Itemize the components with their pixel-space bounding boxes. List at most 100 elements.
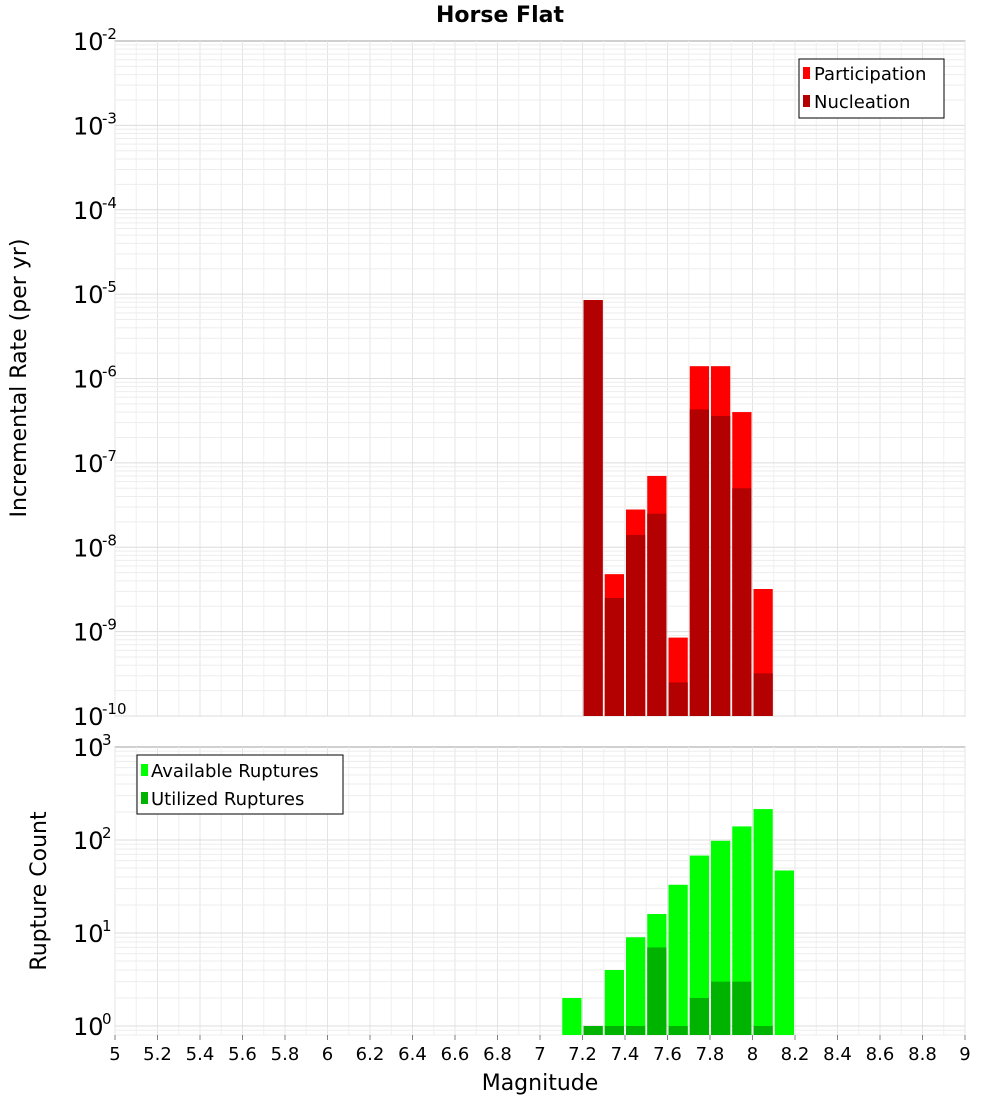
- bottom-bar-series2: [604, 1025, 624, 1035]
- top-bar-series2: [711, 415, 731, 716]
- top-bar-series2: [689, 409, 709, 716]
- y-tick-base: 10: [73, 1013, 104, 1041]
- y-tick-base: 10: [73, 366, 104, 394]
- x-tick-label: 7.4: [611, 1044, 640, 1065]
- legend-label-participation: Participation: [814, 64, 926, 85]
- y-tick-base: 10: [73, 534, 104, 562]
- top-y-ticks: 10-210-310-410-510-610-710-810-910-10: [73, 25, 127, 731]
- y-tick-exponent: -4: [102, 194, 117, 212]
- y-tick-exponent: -6: [102, 363, 117, 381]
- y-tick-exponent: 3: [102, 731, 112, 749]
- y-tick-label: 10-2: [73, 25, 117, 56]
- y-tick-label: 103: [73, 731, 112, 762]
- top-grid: [114, 41, 966, 717]
- legend-label-nucleation: Nucleation: [814, 92, 910, 113]
- x-tick-label: 6.6: [441, 1044, 470, 1065]
- bottom-y-axis-title: Rupture Count: [27, 811, 52, 971]
- bottom-bar-series2: [583, 1025, 603, 1035]
- x-tick-label: 5.4: [186, 1044, 215, 1065]
- x-tick-label: 8: [747, 1044, 758, 1065]
- y-tick-label: 10-5: [73, 278, 117, 309]
- y-tick-label: 10-7: [73, 447, 117, 478]
- bottom-grid: [114, 747, 966, 1036]
- y-tick-label: 101: [73, 917, 112, 948]
- x-tick-label: 5.6: [228, 1044, 257, 1065]
- top-bar-series2: [753, 673, 773, 716]
- x-tick-label: 6.8: [483, 1044, 512, 1065]
- x-tick-label: 5.2: [143, 1044, 172, 1065]
- x-axis-title: Magnitude: [482, 1071, 599, 1096]
- y-tick-exponent: 1: [102, 917, 112, 935]
- y-tick-base: 10: [73, 281, 104, 309]
- y-tick-label: 10-4: [73, 194, 117, 225]
- y-tick-exponent: -5: [102, 278, 117, 296]
- y-tick-base: 10: [73, 112, 104, 140]
- bottom-bar-series2: [711, 981, 731, 1035]
- x-tick-label: 8.2: [781, 1044, 810, 1065]
- x-tick-label: 7.6: [653, 1044, 682, 1065]
- bottom-bar-series2: [753, 1025, 773, 1035]
- bottom-bar-series1: [668, 884, 688, 1035]
- bottom-bar-series2: [668, 1025, 688, 1035]
- bottom-bar-series2: [626, 1025, 646, 1035]
- legend-swatch-available: [141, 764, 148, 776]
- y-tick-label: 100: [73, 1010, 112, 1041]
- y-tick-exponent: -9: [102, 616, 117, 634]
- legend-swatch-nucleation: [803, 95, 810, 107]
- y-tick-label: 10-9: [73, 616, 117, 647]
- legend-label-available: Available Ruptures: [151, 761, 319, 782]
- bottom-bars: [562, 809, 794, 1035]
- top-legend-box: [798, 58, 945, 119]
- bottom-bar-series1: [604, 969, 624, 1035]
- y-tick-exponent: -2: [102, 25, 117, 43]
- y-tick-base: 10: [73, 734, 104, 762]
- x-tick-label: 8.4: [823, 1044, 852, 1065]
- y-tick-label: 102: [73, 824, 112, 855]
- y-tick-exponent: -7: [102, 447, 117, 465]
- x-tick-label: 6: [322, 1044, 333, 1065]
- x-tick-label: 8.6: [866, 1044, 895, 1065]
- x-tick-label: 9: [959, 1044, 970, 1065]
- y-tick-label: 10-6: [73, 363, 117, 394]
- x-tick-label: 5: [109, 1044, 120, 1065]
- x-tick-label: 7.2: [568, 1044, 597, 1065]
- top-bars: [583, 300, 773, 716]
- y-tick-exponent: 2: [102, 824, 112, 842]
- top-bar-series2: [626, 534, 646, 716]
- top-bar-series2: [732, 488, 752, 716]
- y-tick-base: 10: [73, 920, 104, 948]
- x-ticks: 5 5.2 5.4 5.6 5.8 6 6.2 6.4 6.6 6.8 7 7.2 7.4 7.6 7.8 8…: [109, 1035, 971, 1065]
- y-tick-exponent: -3: [102, 109, 117, 127]
- bottom-bar-series1: [689, 855, 709, 1035]
- top-bar-series2: [668, 682, 688, 716]
- top-bar-series2: [583, 300, 603, 716]
- y-tick-base: 10: [73, 703, 104, 731]
- x-tick-label: 5.8: [271, 1044, 300, 1065]
- y-tick-base: 10: [73, 197, 104, 225]
- x-tick-label: 6.4: [398, 1044, 427, 1065]
- bottom-bar-series1: [753, 809, 773, 1035]
- y-tick-exponent: 0: [102, 1010, 112, 1028]
- y-tick-base: 10: [73, 619, 104, 647]
- x-tick-label: 8.8: [908, 1044, 937, 1065]
- y-tick-exponent: -10: [102, 700, 127, 718]
- bottom-bar-series2: [732, 981, 752, 1035]
- top-legend: Participation Nucleation: [798, 58, 945, 119]
- bottom-legend-box: [136, 754, 344, 815]
- top-bar-series2: [604, 598, 624, 716]
- x-tick-label: 7.8: [696, 1044, 725, 1065]
- chart-title: Horse Flat: [436, 3, 564, 28]
- top-y-axis-title: Incremental Rate (per yr): [7, 239, 32, 518]
- bottom-bar-series1: [626, 937, 646, 1035]
- x-tick-label: 6.2: [356, 1044, 385, 1065]
- bottom-bar-series2: [647, 947, 667, 1035]
- y-tick-label: 10-8: [73, 531, 117, 562]
- bottom-bar-series1: [774, 870, 794, 1035]
- legend-swatch-utilized: [141, 792, 148, 804]
- y-tick-exponent: -8: [102, 531, 117, 549]
- top-bar-series2: [647, 513, 667, 716]
- bottom-bar-series1: [562, 997, 582, 1035]
